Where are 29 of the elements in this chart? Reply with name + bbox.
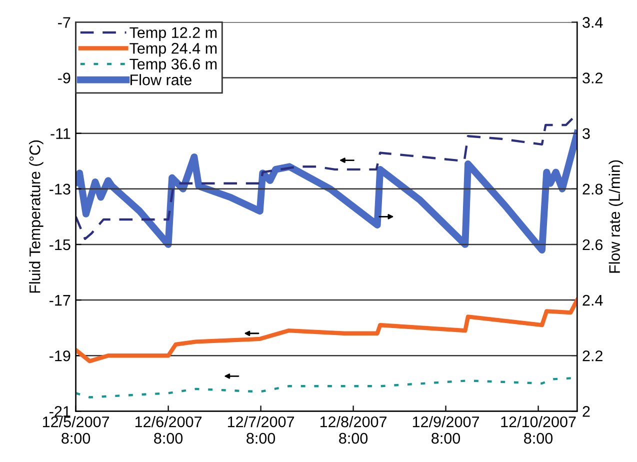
y-tick-label: -17 — [50, 295, 70, 306]
legend-label: Temp 36.6 m — [130, 58, 217, 73]
y2-tick-label: 2.6 — [582, 239, 603, 250]
x-tick-label: 12/8/2007 8:00 — [320, 416, 386, 444]
y-tick-label: -15 — [50, 239, 70, 250]
x-tick-label: 12/7/2007 8:00 — [228, 416, 294, 444]
y2-tick-label: 2.8 — [582, 184, 603, 195]
legend-label: Temp 12.2 m — [130, 27, 217, 41]
y2-tick-label: 3.2 — [582, 72, 602, 84]
y-tick-label: -21 — [50, 406, 70, 417]
y-tick-label: -11 — [50, 128, 70, 139]
y-tick-label: -7 — [58, 17, 70, 28]
line-series — [76, 298, 578, 364]
y-tick-label: -9 — [58, 72, 70, 84]
x-tick-label: 12/5/2007 8:00 — [42, 416, 110, 444]
y2-tick-label: 3.4 — [582, 17, 603, 28]
x-tick-label: 12/6/2007 8:00 — [135, 416, 202, 444]
y2-tick-label: 2.4 — [582, 294, 603, 306]
y2-tick-label: 2 — [582, 406, 590, 417]
y2-axis-title: Flow rate (L/min) — [608, 160, 624, 273]
x-tick-label: 12/10/2007 8:00 — [501, 416, 576, 444]
y2-tick-label: 3 — [582, 128, 590, 140]
legend-label: Flow rate — [130, 74, 192, 86]
y-tick-label: -13 — [50, 184, 70, 195]
y-tick-label: -19 — [50, 350, 70, 362]
legend-label: Temp 24.4 m — [130, 42, 217, 57]
y-axis-title: Fluid Temperature (°C) — [29, 140, 44, 293]
x-tick-label: 12/9/2007 8:00 — [412, 416, 479, 444]
y2-tick-label: 2.2 — [582, 350, 602, 362]
